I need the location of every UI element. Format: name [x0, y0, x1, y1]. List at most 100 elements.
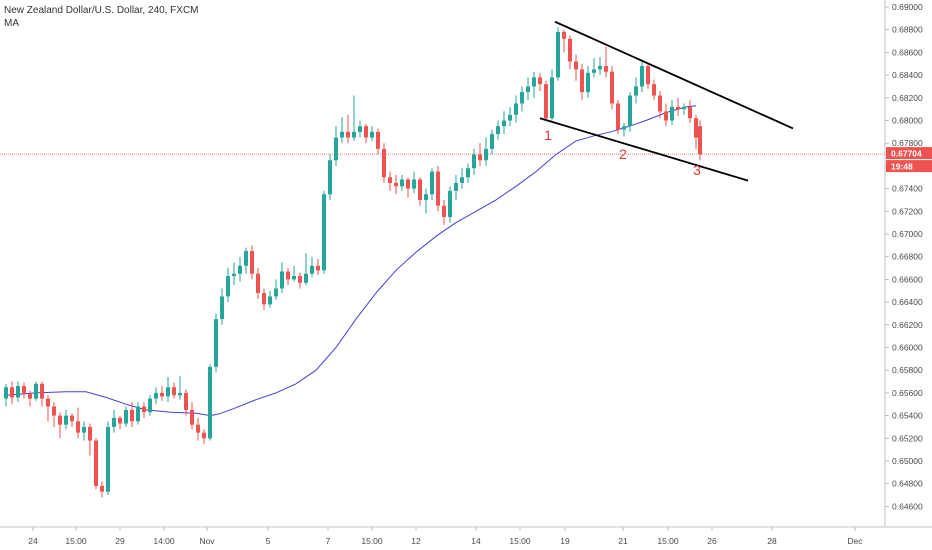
- symbol-title: New Zealand Dollar/U.S. Dollar, 240, FXC…: [4, 5, 199, 16]
- candle: [664, 103, 668, 127]
- price-tag-box: [886, 147, 932, 160]
- candle-body: [502, 120, 506, 127]
- price-tick-label: 0.68000: [892, 116, 923, 126]
- candle-body: [112, 417, 116, 427]
- candle-body: [292, 275, 296, 280]
- candle-body: [10, 387, 14, 398]
- candle-body: [88, 426, 92, 441]
- candle: [304, 253, 308, 286]
- candle-body: [232, 273, 236, 276]
- candle-body: [526, 86, 530, 93]
- candle-body: [682, 106, 686, 110]
- candle: [616, 100, 620, 135]
- candle-body: [286, 271, 290, 280]
- candle: [340, 117, 344, 144]
- candle-body: [622, 126, 626, 130]
- candle-body: [376, 131, 380, 149]
- candle: [244, 247, 248, 274]
- time-tick-label: 14:00: [153, 536, 175, 546]
- price-tick-label: 0.65200: [892, 433, 923, 443]
- candle: [388, 171, 392, 191]
- candle-body: [328, 160, 332, 195]
- time-tick-label: 21: [618, 536, 628, 546]
- candle-body: [418, 179, 422, 200]
- candle: [358, 120, 362, 138]
- candle-body: [322, 194, 326, 271]
- time-axis[interactable]: 24 15:00 29 14:00 Nov 5 7 15:00 12 14 15:00 19 21 15:…: [28, 527, 863, 546]
- candle-body: [448, 190, 452, 217]
- candle-body: [496, 126, 500, 135]
- candle: [190, 401, 194, 430]
- candle: [514, 95, 518, 123]
- candle: [628, 92, 632, 132]
- candle-body: [436, 171, 440, 206]
- candle: [274, 279, 278, 300]
- candle-body: [208, 366, 212, 439]
- price-tick-label: 0.65800: [892, 365, 923, 375]
- candle: [64, 409, 68, 430]
- price-axis[interactable]: 0.69000 0.68800 0.68600 0.68400 0.68200 0.680…: [885, 2, 923, 511]
- candle: [214, 313, 218, 373]
- candle: [604, 46, 608, 78]
- candle-body: [94, 440, 98, 486]
- candle-body: [106, 426, 110, 492]
- price-tick-label: 0.64600: [892, 501, 923, 511]
- candle-body: [340, 131, 344, 138]
- candle-body: [268, 296, 272, 305]
- candle-body: [484, 148, 488, 161]
- candle: [562, 29, 566, 53]
- candle-body: [652, 84, 656, 96]
- candle: [196, 417, 200, 441]
- candle: [184, 389, 188, 416]
- candle-body: [142, 406, 146, 413]
- price-tick-label: 0.64800: [892, 479, 923, 489]
- candle: [238, 256, 242, 282]
- candle-body: [304, 273, 308, 283]
- candle: [460, 168, 464, 189]
- candle: [172, 382, 176, 399]
- candle-body: [568, 38, 572, 62]
- candle-body: [424, 194, 428, 200]
- candle: [634, 77, 638, 104]
- candle-body: [556, 31, 560, 78]
- candle-body: [118, 417, 122, 424]
- candle: [670, 100, 674, 126]
- candle-body: [346, 131, 350, 138]
- candle-body: [544, 84, 548, 119]
- upper-trendline: [554, 20, 794, 130]
- price-tag-value: 0.67704: [891, 149, 922, 159]
- candle-body: [136, 406, 140, 422]
- candle-body: [490, 134, 494, 149]
- candle-body: [82, 426, 86, 433]
- candle: [622, 122, 626, 137]
- candle-body: [352, 131, 356, 138]
- candle: [22, 382, 26, 399]
- candle-body: [172, 387, 176, 396]
- candle-body: [454, 182, 458, 191]
- candle: [232, 262, 236, 286]
- candle: [508, 106, 512, 127]
- time-tick-label: 15:00: [65, 536, 87, 546]
- candle-body: [364, 126, 368, 138]
- candle-body: [202, 432, 206, 439]
- candle-body: [70, 415, 74, 422]
- time-tick-label: 15:00: [509, 536, 531, 546]
- candle-body: [148, 398, 152, 413]
- time-tick-label: 26: [707, 536, 717, 546]
- candle: [82, 421, 86, 441]
- candle: [688, 100, 692, 123]
- candle-body: [130, 409, 134, 422]
- candle: [118, 415, 122, 430]
- candle: [496, 120, 500, 140]
- trendlines: [539, 20, 794, 182]
- price-tick-label: 0.68600: [892, 47, 923, 57]
- candle: [418, 177, 422, 206]
- candle: [52, 401, 56, 427]
- candle-body: [262, 293, 266, 305]
- candle: [442, 199, 446, 225]
- candle-body: [34, 383, 38, 399]
- candle-body: [16, 386, 20, 398]
- annotation-label: 1: [544, 127, 552, 143]
- candle-body: [214, 319, 218, 367]
